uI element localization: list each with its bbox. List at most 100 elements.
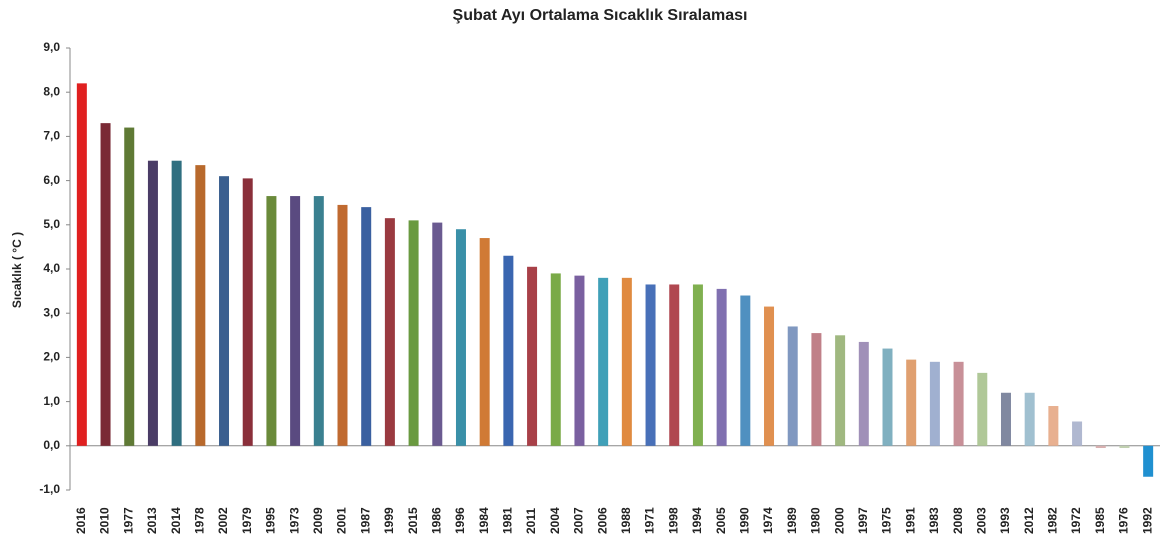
bar [1000, 392, 1011, 446]
y-tick-label: 4,0 [43, 261, 60, 275]
bar [432, 222, 443, 446]
x-tick-label: 2004 [548, 507, 562, 534]
bar [574, 275, 585, 446]
bar [692, 284, 703, 446]
x-tick-label: 2003 [974, 507, 988, 534]
bar [219, 176, 230, 446]
x-tick-label: 1995 [264, 507, 278, 534]
bar [764, 306, 775, 446]
x-tick-label: 1981 [501, 507, 515, 534]
x-tick-label: 1996 [453, 507, 467, 534]
bar [455, 229, 466, 446]
bar [1143, 445, 1154, 477]
x-tick-label: 2015 [406, 507, 420, 534]
x-tick-label: 2012 [1022, 507, 1036, 534]
y-tick-label: 9,0 [43, 40, 60, 54]
bar [408, 220, 419, 446]
bar [598, 277, 609, 446]
bar [906, 359, 917, 446]
x-tick-label: 1988 [619, 507, 633, 534]
bar [669, 284, 680, 446]
x-tick-label: 2013 [145, 507, 159, 534]
x-tick-label: 1992 [1140, 507, 1154, 534]
x-tick-label: 2016 [74, 507, 88, 534]
bar [313, 196, 324, 446]
x-tick-label: 2009 [311, 507, 325, 534]
x-tick-label: 1991 [903, 507, 917, 534]
x-tick-label: 1977 [121, 507, 135, 534]
y-tick-label: -1,0 [39, 482, 60, 496]
y-tick-label: 1,0 [43, 394, 60, 408]
bar [858, 341, 869, 446]
x-tick-label: 1971 [643, 507, 657, 534]
bar [740, 295, 751, 446]
bar [1072, 421, 1083, 446]
bar [195, 165, 206, 446]
bar [1095, 445, 1106, 449]
x-tick-label: 1982 [1046, 507, 1060, 534]
bar [290, 196, 301, 446]
x-tick-label: 1984 [477, 507, 491, 534]
x-tick-label: 1985 [1093, 507, 1107, 534]
bar [1119, 445, 1130, 449]
bar [242, 178, 253, 446]
bar [384, 218, 395, 446]
x-tick-label: 2011 [524, 508, 538, 534]
chart-title: Şubat Ayı Ortalama Sıcaklık Sıralaması [453, 7, 748, 24]
x-tick-label: 1979 [240, 507, 254, 534]
x-tick-label: 1972 [1069, 507, 1083, 534]
x-tick-label: 2002 [216, 507, 230, 534]
bar [835, 335, 846, 446]
x-tick-label: 1986 [429, 507, 443, 534]
bar [811, 333, 822, 446]
y-tick-label: 2,0 [43, 350, 60, 364]
x-tick-label: 2006 [595, 507, 609, 534]
bar [550, 273, 561, 446]
x-tick-label: 1999 [382, 507, 396, 534]
y-tick-label: 3,0 [43, 305, 60, 319]
x-tick-label: 1973 [287, 507, 301, 534]
x-tick-label: 1998 [666, 507, 680, 534]
bar [929, 361, 940, 446]
x-tick-label: 1994 [690, 507, 704, 534]
x-tick-label: 2005 [714, 507, 728, 534]
y-tick-label: 7,0 [43, 129, 60, 143]
x-tick-label: 1975 [880, 507, 894, 534]
x-tick-label: 1974 [761, 507, 775, 534]
bar [1024, 392, 1035, 446]
x-tick-label: 2008 [951, 507, 965, 534]
x-tick-label: 1978 [192, 507, 206, 534]
bar [977, 372, 988, 446]
bar [100, 123, 111, 446]
bar [716, 288, 727, 446]
y-tick-label: 6,0 [43, 173, 60, 187]
bar [503, 255, 514, 446]
x-tick-label: 1983 [927, 507, 941, 534]
x-tick-label: 2001 [335, 507, 349, 534]
x-tick-label: 1976 [1117, 507, 1131, 534]
x-tick-label: 1980 [809, 507, 823, 534]
x-tick-label: 2014 [169, 507, 183, 534]
bar [266, 196, 277, 446]
bar [527, 266, 538, 446]
bar [953, 361, 964, 446]
bar [171, 160, 182, 446]
x-tick-label: 2000 [832, 507, 846, 534]
bar [645, 284, 656, 446]
y-tick-label: 5,0 [43, 217, 60, 231]
bar [882, 348, 893, 446]
bar [124, 127, 135, 446]
x-tick-label: 1989 [785, 507, 799, 534]
bar [361, 207, 372, 446]
bar [1048, 406, 1059, 446]
x-tick-label: 1997 [856, 507, 870, 534]
bar [76, 83, 87, 446]
x-tick-label: 2010 [98, 507, 112, 534]
x-tick-label: 1993 [998, 507, 1012, 534]
x-tick-label: 2007 [572, 507, 586, 534]
y-axis-label: Sıcaklık ( °C ) [10, 232, 24, 308]
y-tick-label: 0,0 [43, 438, 60, 452]
bar [787, 326, 798, 446]
x-tick-label: 1990 [737, 507, 751, 534]
